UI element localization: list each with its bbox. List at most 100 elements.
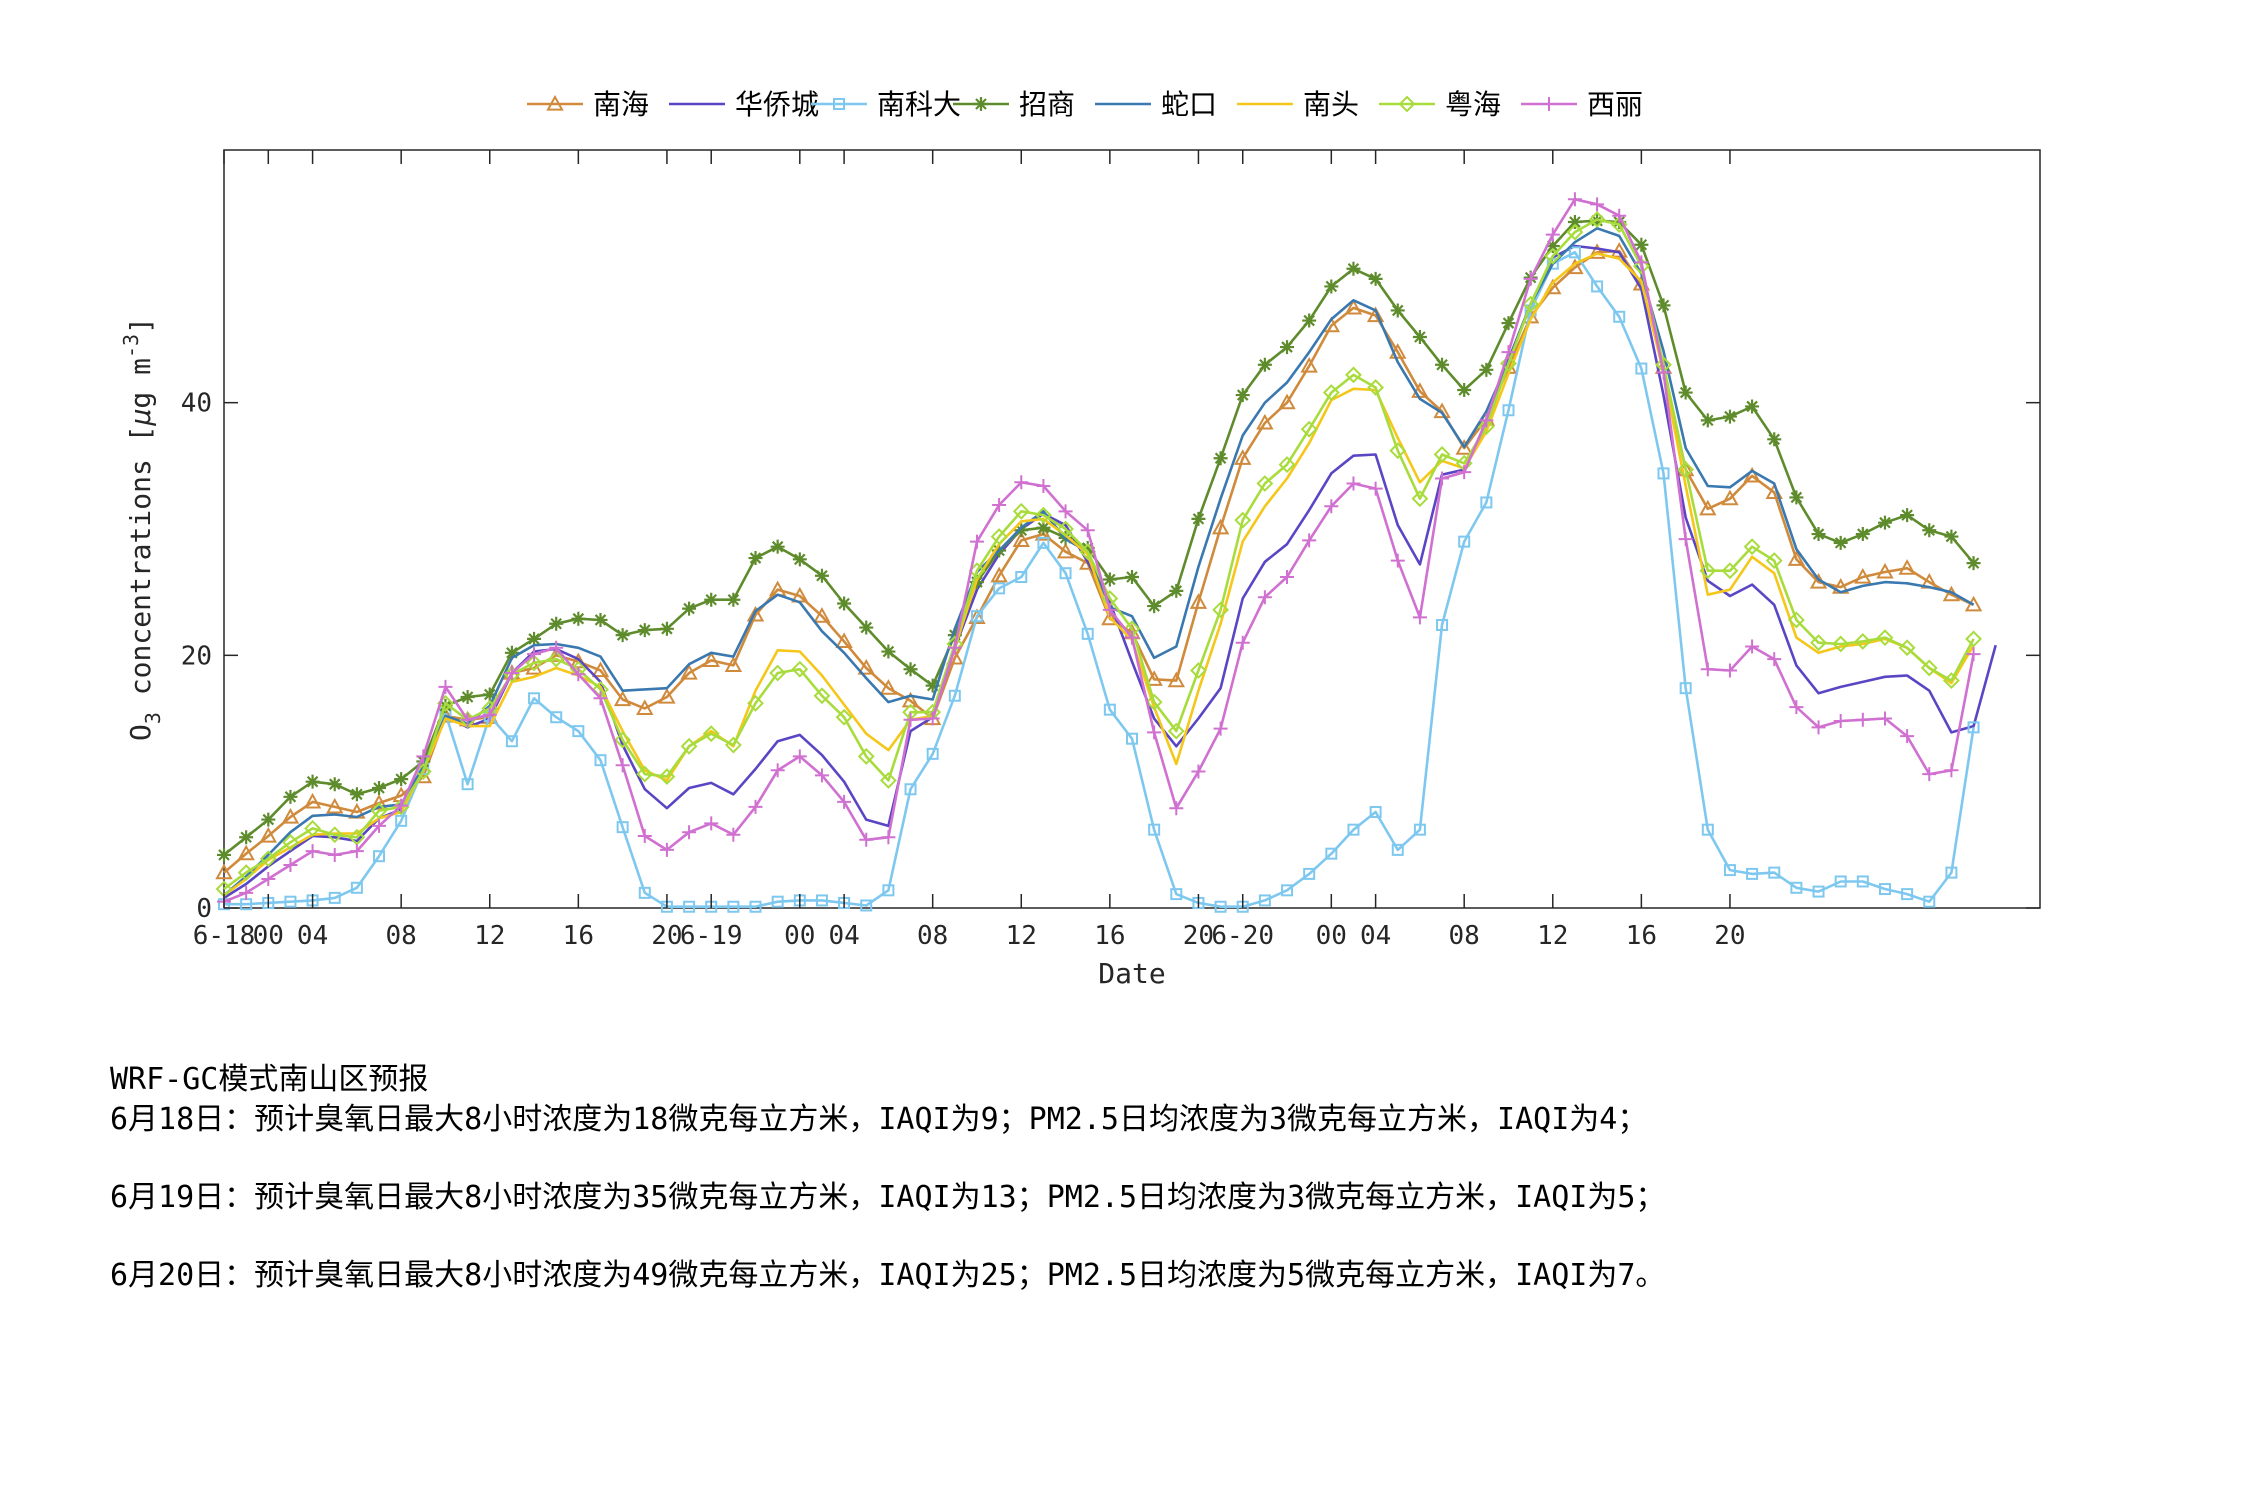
data-point — [1855, 712, 1870, 727]
data-point — [1746, 867, 1759, 880]
data-point — [1213, 721, 1228, 736]
data-point — [1145, 693, 1163, 711]
data-point — [392, 798, 410, 816]
data-point — [1923, 895, 1936, 908]
data-point — [1502, 404, 1515, 417]
data-point — [394, 798, 409, 813]
data-point — [1300, 420, 1318, 438]
data-point — [327, 777, 342, 792]
data-point — [593, 612, 608, 627]
data-point — [814, 568, 829, 583]
data-point — [1256, 475, 1274, 492]
data-point — [1832, 635, 1850, 653]
data-point — [1567, 192, 1582, 207]
data-point — [303, 792, 322, 809]
data-point — [1346, 261, 1361, 276]
data-point — [658, 687, 676, 704]
data-point — [1213, 451, 1228, 466]
data-point — [1522, 295, 1540, 313]
data-point — [1257, 357, 1272, 372]
data-point — [1411, 490, 1429, 508]
data-point — [814, 768, 829, 783]
data-point — [438, 679, 453, 694]
data-point — [1214, 900, 1227, 913]
data-point — [1145, 670, 1163, 686]
legend-marker — [833, 98, 845, 110]
data-point — [1235, 388, 1250, 403]
data-point — [1036, 479, 1051, 494]
data-point — [1103, 703, 1116, 716]
data-point — [1721, 489, 1739, 506]
data-point — [1591, 280, 1604, 293]
data-point — [1811, 720, 1826, 735]
series-line-8 — [223, 198, 1975, 903]
data-point — [1300, 356, 1318, 373]
legend-entry-5: 蛇口 — [1095, 88, 1217, 121]
data-point — [1169, 801, 1184, 816]
data-point — [1125, 630, 1139, 645]
data-point — [1767, 652, 1782, 667]
data-point — [594, 754, 607, 767]
data-point — [1479, 413, 1494, 428]
data-point — [1767, 432, 1782, 447]
data-point — [550, 711, 563, 724]
data-point — [1280, 340, 1295, 355]
data-point — [1346, 476, 1361, 491]
data-point — [1877, 711, 1892, 726]
data-point — [1878, 883, 1891, 896]
y-tick-label: 0 — [196, 894, 212, 924]
data-point — [771, 895, 784, 908]
x-tick-label: 6-18 — [193, 921, 256, 951]
data-point — [327, 847, 342, 862]
data-point — [859, 832, 874, 847]
legend-marker — [1398, 95, 1416, 113]
data-point — [571, 667, 586, 682]
data-point — [281, 807, 300, 824]
legend-label: 西丽 — [1587, 88, 1643, 121]
data-point — [637, 828, 652, 843]
x-tick-label: 6-19 — [680, 921, 743, 951]
data-point — [1945, 866, 1958, 879]
data-point — [860, 899, 873, 912]
data-point — [1944, 763, 1959, 778]
data-point — [591, 661, 610, 678]
data-point — [947, 640, 962, 655]
data-point — [1345, 366, 1362, 384]
data-point — [1699, 562, 1717, 580]
data-point — [770, 539, 785, 554]
data-point — [1125, 570, 1139, 585]
data-point — [969, 534, 984, 549]
x-tick-label: 16 — [1626, 921, 1657, 951]
data-point — [1701, 823, 1714, 836]
y-axis-title: O3 concentrations [μg m-3] — [119, 317, 165, 741]
data-point — [1324, 279, 1339, 294]
data-point — [835, 708, 853, 726]
data-point — [1634, 237, 1649, 252]
data-point — [1833, 535, 1848, 550]
data-point — [770, 763, 785, 778]
data-point — [1900, 729, 1915, 744]
series-5 — [223, 227, 1975, 897]
series-layer — [215, 192, 1997, 913]
data-point — [683, 900, 696, 913]
legend-entry-1: 南海 — [527, 88, 649, 121]
data-point — [1590, 197, 1605, 212]
data-point — [1479, 362, 1494, 377]
data-point — [372, 818, 387, 833]
data-point — [1722, 663, 1737, 678]
data-point — [1944, 529, 1959, 544]
data-point — [504, 645, 519, 660]
data-point — [1344, 298, 1363, 315]
data-point — [1058, 504, 1073, 519]
data-point — [527, 647, 542, 662]
data-point — [1191, 511, 1206, 526]
legend-label: 招商 — [1019, 88, 1075, 121]
x-tick-label: 08 — [917, 921, 948, 951]
data-point — [1302, 533, 1317, 548]
x-tick-label: 20 — [1714, 921, 1745, 951]
data-point — [1855, 527, 1870, 542]
data-point — [1278, 456, 1296, 473]
